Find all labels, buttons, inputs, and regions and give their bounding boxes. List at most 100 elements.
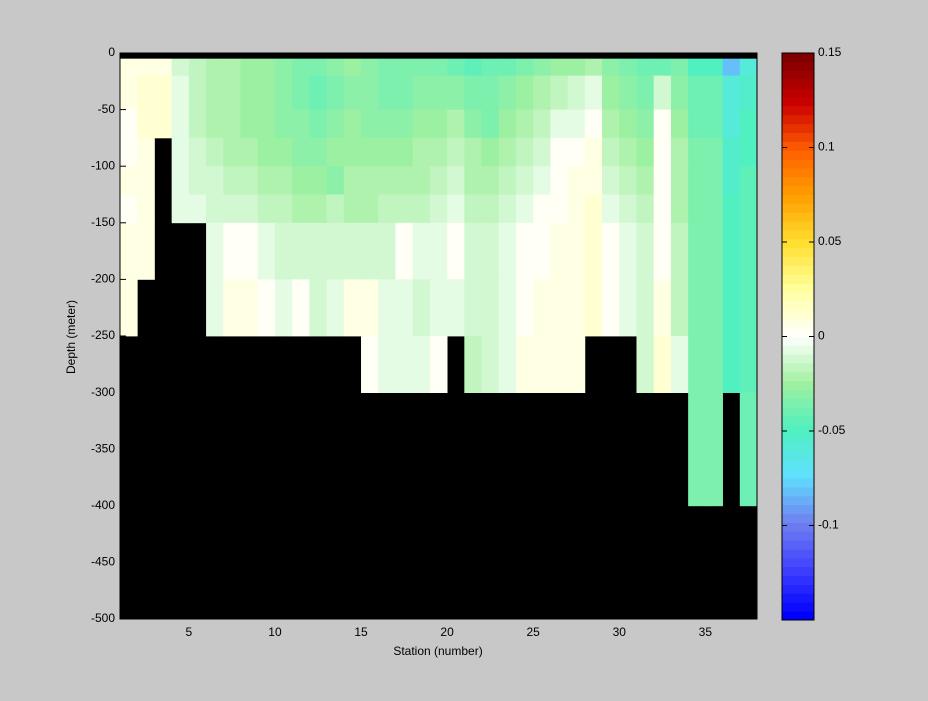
- y-tick-label: -150: [91, 215, 115, 229]
- cell: [515, 137, 534, 167]
- cell: [361, 137, 379, 167]
- colorbar-band: [782, 88, 814, 98]
- cell: [653, 194, 672, 224]
- cell: [137, 75, 155, 110]
- colorbar-band: [782, 460, 814, 470]
- colorbar-band: [782, 79, 814, 89]
- cell: [447, 109, 465, 139]
- cell: [137, 222, 155, 280]
- cell: [653, 166, 672, 195]
- cell: [498, 109, 517, 139]
- y-tick-label: -250: [91, 328, 115, 342]
- cell: [429, 279, 448, 337]
- cell: [361, 166, 379, 195]
- cell: [206, 194, 224, 224]
- cell: [670, 109, 689, 139]
- x-tick-label: 35: [699, 625, 713, 639]
- y-tick-label: -450: [91, 555, 115, 569]
- cell: [498, 279, 517, 337]
- cell: [584, 279, 603, 337]
- cell: [739, 222, 758, 280]
- cell: [361, 222, 379, 280]
- colorbar-band: [782, 221, 814, 231]
- cell: [292, 166, 310, 195]
- cell: [688, 75, 706, 110]
- cell: [567, 222, 586, 280]
- colorbar-band: [782, 513, 814, 523]
- cell: [670, 279, 689, 337]
- cell: [395, 194, 414, 224]
- cell: [688, 336, 706, 393]
- cell: [567, 137, 586, 167]
- cell: [653, 109, 672, 139]
- cell: [739, 75, 758, 110]
- cell: [722, 58, 741, 77]
- colorbar-band: [782, 611, 814, 621]
- cell: [412, 75, 431, 110]
- x-tick-label: 5: [186, 625, 193, 639]
- cell: [378, 166, 396, 195]
- cell: [550, 75, 569, 110]
- colorbar-band: [782, 442, 814, 452]
- cell: [653, 222, 672, 280]
- cell: [670, 137, 689, 167]
- cell: [619, 109, 637, 139]
- cell: [653, 137, 672, 167]
- cell: [120, 109, 138, 139]
- cell: [584, 194, 603, 224]
- cell: [120, 166, 138, 195]
- cell: [206, 137, 224, 167]
- cell: [223, 109, 241, 139]
- cell: [412, 109, 431, 139]
- cell: [705, 58, 723, 77]
- cell: [550, 279, 569, 337]
- colorbar-band: [782, 549, 814, 559]
- cell: [619, 137, 637, 167]
- cell: [705, 336, 723, 393]
- cell: [498, 336, 517, 393]
- cell: [688, 194, 706, 224]
- cell: [206, 222, 224, 280]
- cell: [240, 109, 259, 139]
- cell: [705, 109, 723, 139]
- cell: [550, 222, 569, 280]
- colorbar-band: [782, 256, 814, 266]
- cell: [137, 137, 155, 167]
- x-tick-label: 20: [440, 625, 454, 639]
- cell: [567, 166, 586, 195]
- cell: [395, 75, 414, 110]
- x-axis-label: Station (number): [393, 644, 482, 658]
- cell: [653, 336, 672, 393]
- cell: [343, 194, 362, 224]
- cell: [171, 194, 190, 224]
- cell: [137, 166, 155, 195]
- cell: [240, 222, 259, 280]
- cell: [464, 137, 482, 167]
- cell: [636, 336, 655, 393]
- cell: [688, 222, 706, 280]
- cell: [739, 166, 758, 195]
- cell: [653, 75, 672, 110]
- colorbar-band: [782, 150, 814, 160]
- cell: [412, 58, 431, 77]
- colorbar-band: [782, 584, 814, 594]
- cell: [447, 75, 465, 110]
- cell: [584, 58, 603, 77]
- cell: [464, 222, 482, 280]
- cell: [171, 166, 190, 195]
- cell: [412, 166, 431, 195]
- cell: [533, 75, 551, 110]
- cell: [670, 336, 689, 393]
- colorbar-band: [782, 531, 814, 541]
- cell: [515, 222, 534, 280]
- cell: [137, 109, 155, 139]
- cell: [739, 279, 758, 337]
- cell: [412, 336, 431, 393]
- cell: [550, 336, 569, 393]
- colorbar-band: [782, 398, 814, 408]
- cell: [274, 137, 293, 167]
- y-tick-label: -500: [91, 611, 115, 625]
- cell: [515, 279, 534, 337]
- cell: [206, 279, 224, 337]
- cell: [188, 58, 207, 77]
